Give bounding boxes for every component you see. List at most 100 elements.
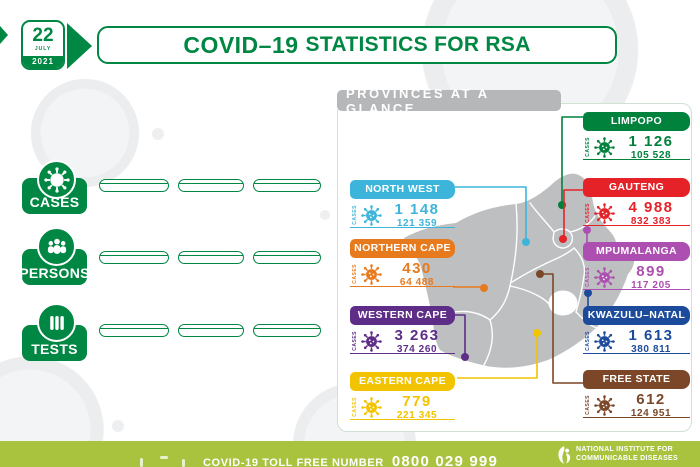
stat-group-icon bbox=[37, 303, 76, 342]
province-box: GAUTENG CASES 4 988 832 383 bbox=[583, 178, 690, 228]
cases-axis-label: CASES bbox=[585, 395, 591, 415]
province-numbers: 899 117 205 bbox=[615, 263, 687, 291]
province-box: WESTERN CAPE CASES 3 263 374 260 bbox=[350, 306, 455, 356]
province-total-cases: 124 951 bbox=[630, 408, 672, 419]
province-body: CASES 3 263 374 260 bbox=[350, 325, 455, 356]
date-badge: 22 JULY 2021 bbox=[21, 20, 65, 70]
virus-icon bbox=[361, 204, 382, 226]
cases-axis-label: CASES bbox=[352, 331, 358, 351]
nicd-line1: NATIONAL INSTITUTE FOR bbox=[576, 446, 673, 453]
province-total-cases: 64 488 bbox=[399, 277, 435, 288]
page-title: COVID–19 STATISTICS FOR RSA bbox=[97, 26, 617, 64]
province-box: LIMPOPO CASES 1 126 105 528 bbox=[583, 112, 690, 162]
province-new-cases: 899 bbox=[636, 263, 666, 280]
date-year: 2021 bbox=[23, 56, 63, 68]
cases-axis-label: CASES bbox=[352, 264, 358, 284]
virus-icon bbox=[361, 396, 382, 418]
stat-box bbox=[253, 324, 321, 337]
province-new-cases: 3 263 bbox=[394, 327, 440, 344]
nicd-logo-icon bbox=[556, 445, 572, 467]
province-body: CASES 1 148 121 359 bbox=[350, 199, 455, 230]
tollfree-number: 0800 029 999 bbox=[391, 453, 499, 467]
province-name: NORTH WEST bbox=[350, 180, 455, 199]
stat-box bbox=[178, 251, 244, 264]
province-new-cases: 612 bbox=[636, 391, 666, 408]
province-numbers: 612 124 951 bbox=[615, 391, 687, 419]
nicd-line2: COMMUNICABLE DISEASES bbox=[576, 455, 678, 462]
province-numbers: 4 988 832 383 bbox=[615, 199, 687, 227]
virus-icon bbox=[594, 136, 615, 158]
stat-label bbox=[254, 328, 320, 336]
stat-group: PERSONS bbox=[19, 227, 332, 293]
province-box: MPUMALANGA CASES 899 117 205 bbox=[583, 242, 690, 291]
province-total-cases: 832 383 bbox=[630, 216, 672, 227]
province-new-cases: 1 148 bbox=[394, 201, 440, 218]
partial-logo-mark bbox=[140, 458, 143, 467]
province-total-cases: 374 260 bbox=[396, 344, 438, 355]
stat-row bbox=[99, 324, 321, 337]
decor-dot bbox=[152, 128, 164, 140]
province-numbers: 779 221 345 bbox=[382, 393, 452, 421]
province-total-cases: 221 345 bbox=[396, 410, 438, 421]
stat-box bbox=[99, 179, 169, 192]
stat-box bbox=[253, 251, 321, 264]
province-box: NORTHERN CAPE CASES 430 64 488 bbox=[350, 239, 455, 289]
cases-axis-label: CASES bbox=[585, 331, 591, 351]
province-body: CASES 430 64 488 bbox=[350, 258, 455, 289]
stat-label bbox=[179, 255, 243, 263]
province-name: KWAZULU–NATAL bbox=[583, 306, 690, 325]
province-body: CASES 779 221 345 bbox=[350, 391, 455, 422]
provinces-heading: PROVINCES AT A GLANCE bbox=[337, 86, 561, 116]
province-name: NORTHERN CAPE bbox=[350, 239, 455, 258]
province-body: CASES 1 126 105 528 bbox=[583, 131, 690, 162]
date-month: JULY bbox=[34, 46, 52, 52]
province-total-cases: 121 359 bbox=[396, 218, 438, 229]
province-total-cases: 105 528 bbox=[630, 150, 672, 161]
province-name: GAUTENG bbox=[583, 178, 690, 197]
stat-box bbox=[178, 179, 244, 192]
stat-row bbox=[99, 251, 321, 264]
cases-axis-label: CASES bbox=[352, 205, 358, 225]
stat-box bbox=[99, 251, 169, 264]
map-leader-lines bbox=[453, 116, 592, 384]
province-body: CASES 4 988 832 383 bbox=[583, 197, 690, 228]
province-numbers: 3 263 374 260 bbox=[382, 327, 452, 355]
stat-group-icon bbox=[37, 227, 76, 266]
cases-axis-label: CASES bbox=[352, 397, 358, 417]
province-box: NORTH WEST CASES 1 148 121 359 bbox=[350, 180, 455, 230]
province-box: FREE STATE CASES 612 124 951 bbox=[583, 370, 690, 420]
decor-dot bbox=[320, 210, 330, 220]
province-box: KWAZULU–NATAL CASES 1 613 380 811 bbox=[583, 306, 690, 356]
stat-group: CASES bbox=[22, 160, 332, 226]
title-part1: COVID–19 bbox=[183, 31, 299, 58]
province-name: MPUMALANGA bbox=[583, 242, 690, 261]
virus-icon bbox=[361, 330, 382, 352]
title-part2: STATISTICS FOR RSA bbox=[305, 33, 531, 56]
province-numbers: 1 613 380 811 bbox=[615, 327, 687, 355]
stat-label bbox=[100, 183, 168, 191]
corner-decor bbox=[0, 26, 8, 44]
province-new-cases: 779 bbox=[402, 393, 432, 410]
province-body: CASES 612 124 951 bbox=[583, 389, 690, 420]
footer-bar: COVID-19 TOLL FREE NUMBER 0800 029 999 N… bbox=[0, 441, 700, 467]
virus-icon bbox=[594, 266, 615, 288]
stat-box bbox=[99, 324, 169, 337]
province-box: EASTERN CAPE CASES 779 221 345 bbox=[350, 372, 455, 422]
province-numbers: 430 64 488 bbox=[382, 260, 452, 288]
date-day: 22 bbox=[32, 25, 54, 46]
stat-group-icon bbox=[37, 160, 76, 199]
partial-logo-mark bbox=[160, 456, 168, 459]
arrow-icon bbox=[67, 23, 92, 69]
stat-label bbox=[254, 183, 320, 191]
stat-label bbox=[179, 183, 243, 191]
stat-label bbox=[100, 255, 168, 263]
province-numbers: 1 148 121 359 bbox=[382, 201, 452, 229]
cases-axis-label: CASES bbox=[585, 267, 591, 287]
province-name: WESTERN CAPE bbox=[350, 306, 455, 325]
nicd-block: NATIONAL INSTITUTE FOR COMMUNICABLE DISE… bbox=[556, 445, 678, 467]
virus-icon bbox=[361, 263, 382, 285]
province-body: CASES 1 613 380 811 bbox=[583, 325, 690, 356]
stat-group: TESTS bbox=[22, 303, 332, 369]
province-total-cases: 380 811 bbox=[631, 344, 671, 355]
